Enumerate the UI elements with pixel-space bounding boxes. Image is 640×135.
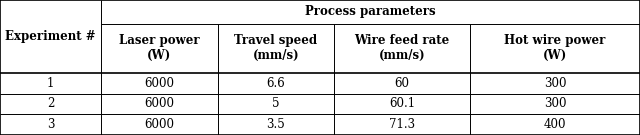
Text: 6.6: 6.6 bbox=[266, 77, 285, 90]
Text: Laser power
(W): Laser power (W) bbox=[119, 34, 200, 62]
Text: 300: 300 bbox=[543, 77, 566, 90]
Text: 6000: 6000 bbox=[145, 118, 174, 131]
Text: 1: 1 bbox=[47, 77, 54, 90]
Text: Process parameters: Process parameters bbox=[305, 5, 436, 18]
Text: 3.5: 3.5 bbox=[266, 118, 285, 131]
Text: 3: 3 bbox=[47, 118, 54, 131]
Text: 300: 300 bbox=[543, 97, 566, 110]
Text: Hot wire power
(W): Hot wire power (W) bbox=[504, 34, 605, 62]
Text: 6000: 6000 bbox=[145, 77, 174, 90]
Text: 5: 5 bbox=[272, 97, 280, 110]
Text: 6000: 6000 bbox=[145, 97, 174, 110]
Text: 71.3: 71.3 bbox=[389, 118, 415, 131]
Text: 60.1: 60.1 bbox=[389, 97, 415, 110]
Text: Wire feed rate
(mm/s): Wire feed rate (mm/s) bbox=[355, 34, 449, 62]
Text: 2: 2 bbox=[47, 97, 54, 110]
Text: 400: 400 bbox=[543, 118, 566, 131]
Text: Travel speed
(mm/s): Travel speed (mm/s) bbox=[234, 34, 317, 62]
Text: Experiment #: Experiment # bbox=[5, 30, 96, 43]
Text: 60: 60 bbox=[394, 77, 410, 90]
